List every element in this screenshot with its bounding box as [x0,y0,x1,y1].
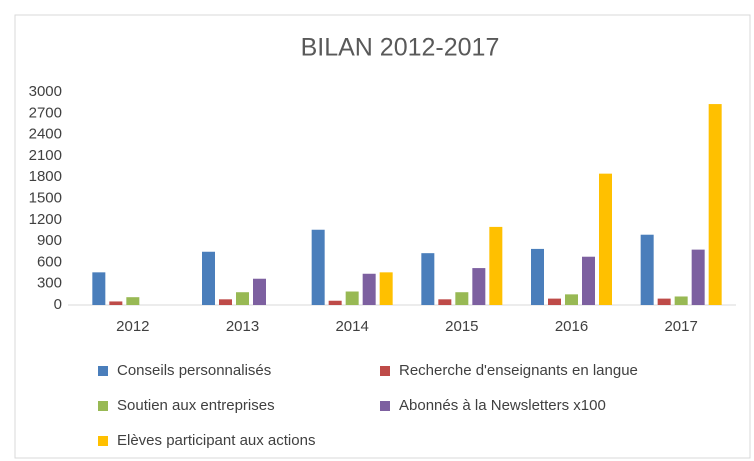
bar [202,251,215,305]
legend-swatch [380,366,390,376]
bar [311,229,325,305]
y-tick-label: 3000 [29,83,62,100]
chart-frame [14,14,751,459]
x-tick-label: 2016 [555,318,588,335]
x-tick-label: 2017 [664,318,697,335]
bar [421,253,435,305]
bar [548,298,561,305]
bar [640,234,654,305]
legend-swatch [98,401,108,411]
bar [489,226,503,305]
bar [362,273,376,305]
y-tick-label: 2700 [29,104,62,121]
bar [253,278,266,305]
bar [236,292,249,305]
bar [565,294,578,305]
chart-title: BILAN 2012-2017 [301,34,500,62]
bar [674,296,688,305]
y-tick-label: 1500 [29,189,62,206]
legend-swatch [380,401,390,411]
y-tick-label: 1200 [29,211,62,228]
bar [472,268,486,305]
y-tick-label: 900 [37,232,62,249]
bar [438,299,452,305]
y-tick-label: 2100 [29,147,62,164]
x-tick-label: 2014 [335,318,368,335]
bar [708,104,722,305]
legend-swatch [98,436,108,446]
bar [109,301,123,305]
x-tick-label: 2013 [226,318,259,335]
bar [657,298,671,305]
y-tick-label: 600 [37,253,62,270]
legend-swatch [98,366,108,376]
bar [92,272,106,305]
y-tick-label: 1800 [29,168,62,185]
bar [691,249,705,305]
y-tick-label: 300 [37,275,62,292]
bar [126,297,140,305]
bar [455,292,469,305]
legend-label: Soutien aux entreprises [117,397,275,414]
y-tick-label: 0 [54,296,62,313]
legend-label: Abonnés à la Newsletters x100 [399,397,606,414]
bar [219,299,232,305]
bar [531,248,544,305]
bar [328,300,342,305]
x-tick-label: 2015 [445,318,478,335]
legend-label: Elèves participant aux actions [117,432,315,449]
y-tick-label: 2400 [29,126,62,143]
x-tick-label: 2012 [116,318,149,335]
bar [582,256,595,305]
bar [599,173,612,305]
legend-label: Conseils personnalisés [117,362,271,379]
bar [379,272,393,305]
bar [345,291,359,305]
legend-label: Recherche d'enseignants en langue [399,362,638,379]
